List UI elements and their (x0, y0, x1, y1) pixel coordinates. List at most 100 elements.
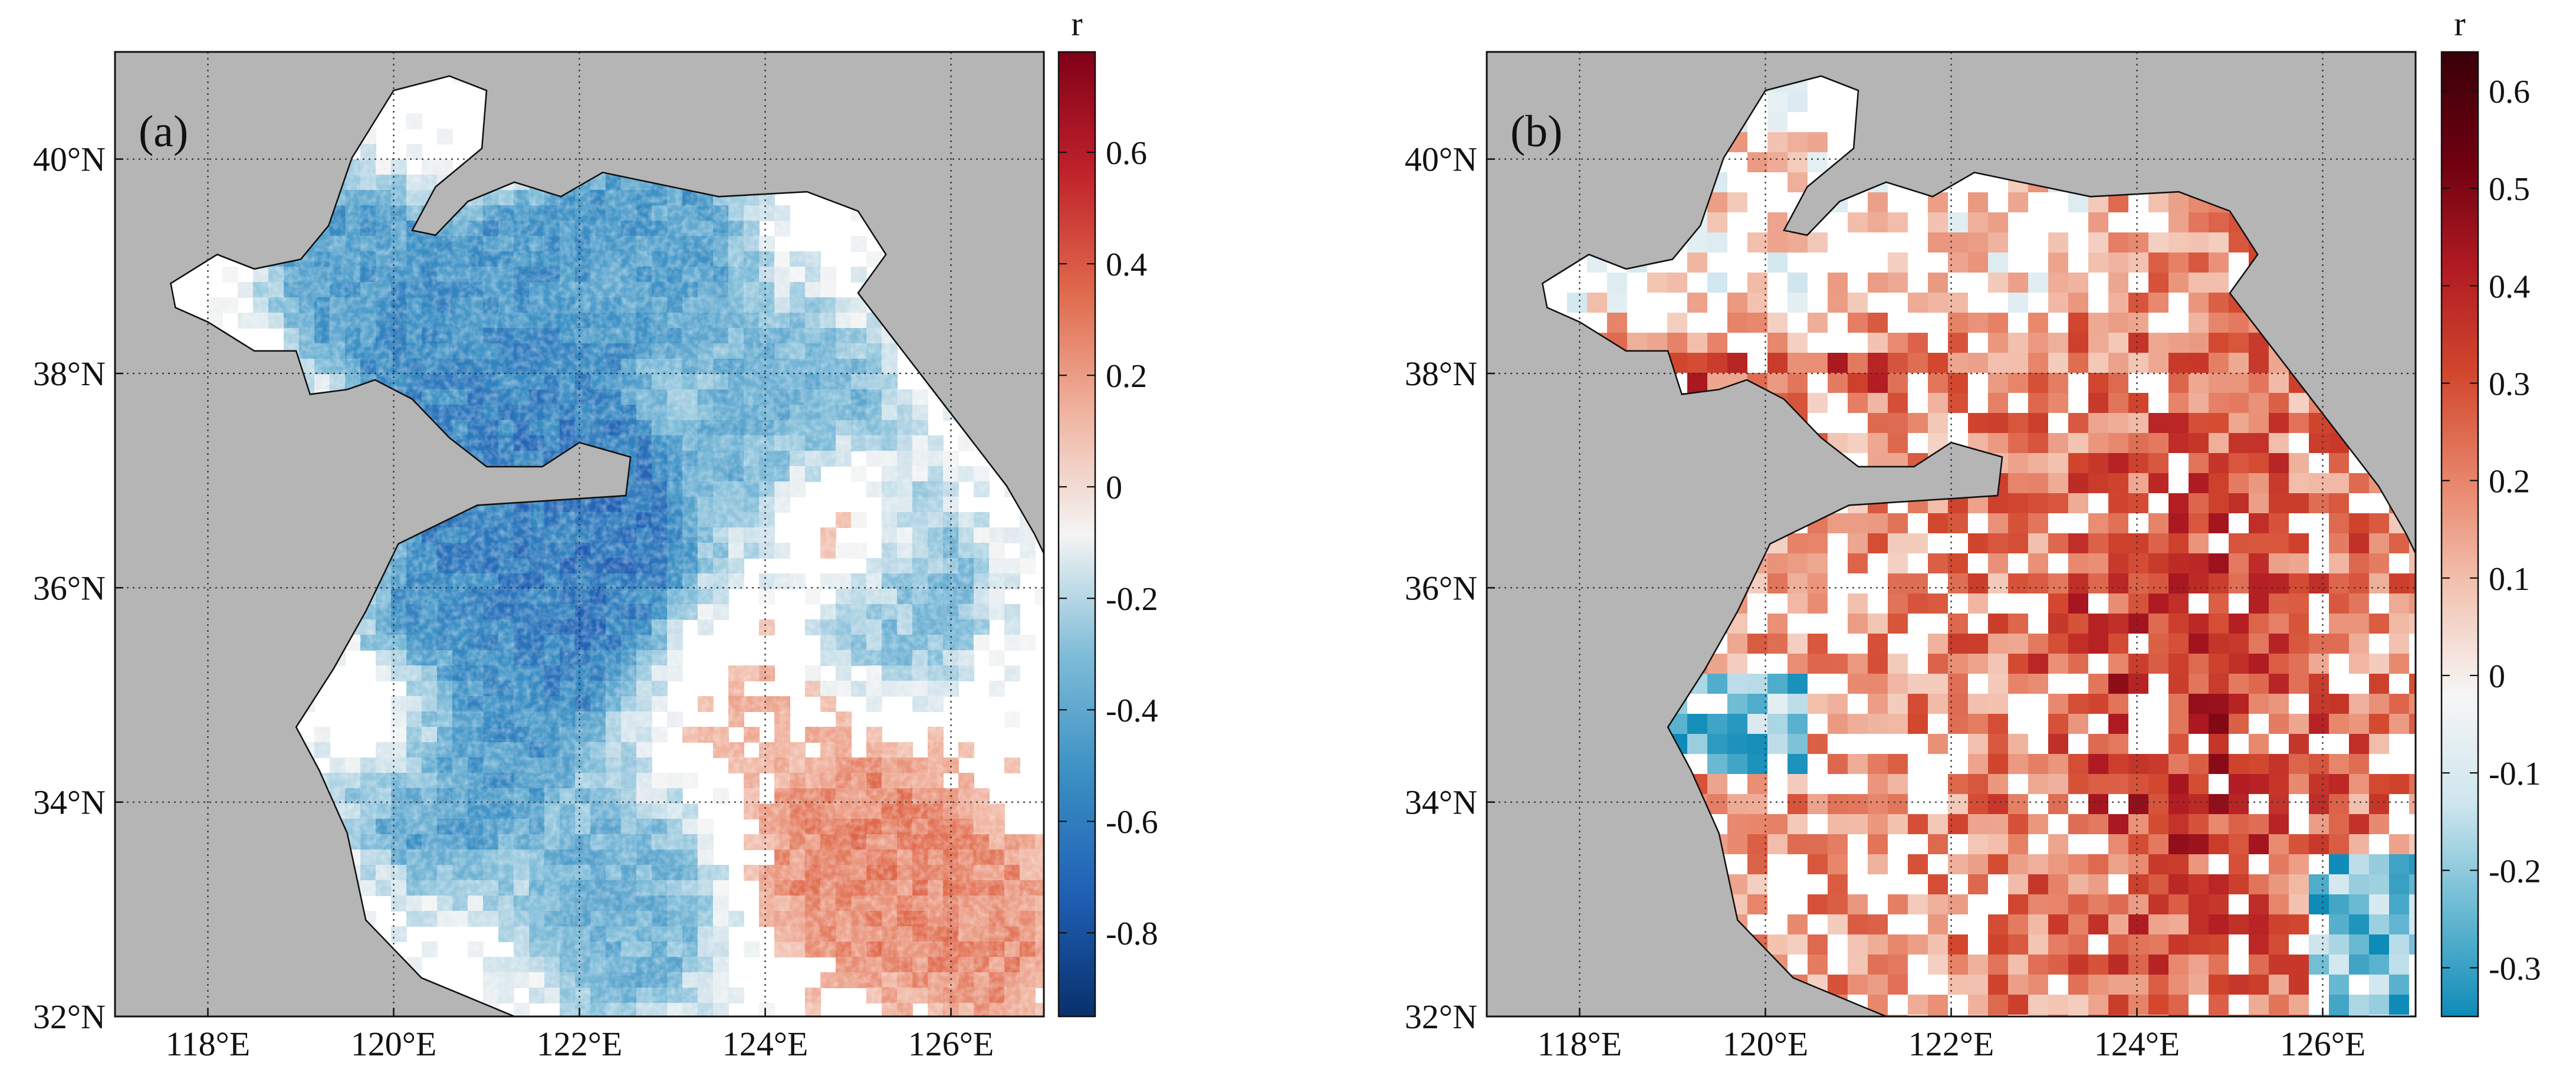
grid-cell (1968, 714, 1988, 734)
lat-tick-label: 34°N (1405, 783, 1477, 822)
grid-cell (1868, 674, 1888, 694)
grid-cell (2088, 914, 2108, 934)
grid-cell (1908, 854, 1928, 874)
grid-cell (2108, 433, 2128, 453)
grid-cell (2148, 975, 2168, 995)
grid-cell (2048, 533, 2068, 553)
grid-cell (1888, 754, 1908, 774)
grid-cell (2128, 553, 2148, 573)
grid-cell (1988, 694, 2008, 714)
grid-cell (2088, 634, 2108, 654)
grid-cell (2309, 694, 2329, 714)
grid-cell (2289, 955, 2309, 975)
grid-cell (2168, 533, 2189, 553)
grid-cell (2229, 313, 2249, 333)
grid-cell (2409, 894, 2416, 914)
grid-cell (1888, 694, 1908, 714)
grid-cell (1808, 834, 1828, 854)
grid-cell (2128, 573, 2148, 593)
grid-cell (2008, 995, 2028, 1015)
grid-cell (2048, 614, 2068, 634)
grid-cell (2369, 955, 2389, 975)
grid-cell (2229, 553, 2249, 573)
grid-cell (2008, 413, 2028, 433)
grid-cell (1908, 533, 1928, 553)
grid-cell (1868, 614, 1888, 634)
grid-cell (1687, 1015, 1707, 1016)
grid-cell (2068, 914, 2088, 934)
grid-cell (2028, 453, 2048, 473)
grid-cell (1988, 333, 2008, 353)
grid-cell (2148, 934, 2168, 955)
grid-cell (2329, 453, 2349, 473)
grid-cell (1868, 353, 1888, 373)
grid-cell (2028, 1015, 2048, 1016)
grid-cell (1767, 252, 1788, 273)
grid-cell (2148, 995, 2168, 1015)
grid-cell (1908, 714, 1928, 734)
grid-cell (2189, 874, 2209, 894)
grid-cell (2148, 573, 2168, 593)
grid-cell (2148, 513, 2168, 533)
grid-cell (1928, 834, 1948, 854)
grid-cell (1788, 293, 1808, 313)
grid-cell (2309, 473, 2329, 493)
grid-cell (2008, 293, 2028, 313)
grid-cell (2028, 894, 2048, 914)
grid-cell (1888, 614, 1908, 634)
grid-cell (2128, 252, 2148, 273)
grid-cell (2168, 955, 2189, 975)
grid-cell (2168, 975, 2189, 995)
grid-cell (2168, 874, 2189, 894)
grid-cell (1928, 353, 1948, 373)
grid-cell (2349, 934, 2369, 955)
grid-cell (2249, 533, 2269, 553)
grid-cell (2209, 232, 2229, 252)
grid-cell (1788, 152, 1808, 172)
grid-cell (1968, 995, 1988, 1015)
grid-cell (1988, 674, 2008, 694)
grid-cell (1928, 734, 1948, 754)
grid-cell (1828, 814, 1848, 834)
grid-cell (2128, 774, 2148, 794)
grid-cell (1968, 593, 1988, 614)
grid-cell (2048, 734, 2068, 754)
grid-cell (2389, 573, 2409, 593)
grid-cell (2289, 894, 2309, 914)
grid-cell (2088, 955, 2108, 975)
grid-cell (2128, 493, 2148, 513)
grid-cell (2128, 313, 2148, 333)
grid-cell (1747, 734, 1767, 754)
grid-cell (2088, 573, 2108, 593)
grid-cell (1968, 955, 1988, 975)
grid-cell (2168, 794, 2189, 814)
grid-cell (2068, 714, 2088, 734)
grid-cell (2409, 834, 2416, 854)
grid-cell (2108, 975, 2128, 995)
grid-cell (2269, 975, 2289, 995)
grid-cell (1707, 794, 1727, 814)
colorbar-tick-label: 0 (1106, 470, 1122, 506)
grid-cell (1808, 393, 1828, 413)
grid-cell (2168, 593, 2189, 614)
grid-cell (2249, 975, 2269, 995)
grid-cell (1888, 553, 1908, 573)
grid-cell (2148, 232, 2168, 252)
grid-cell (2249, 914, 2269, 934)
grid-cell (1988, 353, 2008, 373)
grid-cell (2289, 995, 2309, 1015)
grid-cell (2048, 894, 2068, 914)
grid-cell (1788, 273, 1808, 293)
grid-cell (2108, 353, 2128, 373)
grid-cell (2048, 714, 2068, 734)
grid-cell (2088, 614, 2108, 634)
grid-cell (1868, 513, 1888, 533)
grid-cell (1707, 212, 1727, 232)
grid-cell (1988, 774, 2008, 794)
grid-cell (1908, 894, 1928, 914)
grid-cell (2209, 955, 2229, 975)
lon-tick-label: 122°E (537, 1025, 623, 1063)
grid-cell (2249, 834, 2269, 854)
grid-cell (1567, 293, 1587, 313)
lon-tick-label: 120°E (1723, 1025, 1809, 1063)
